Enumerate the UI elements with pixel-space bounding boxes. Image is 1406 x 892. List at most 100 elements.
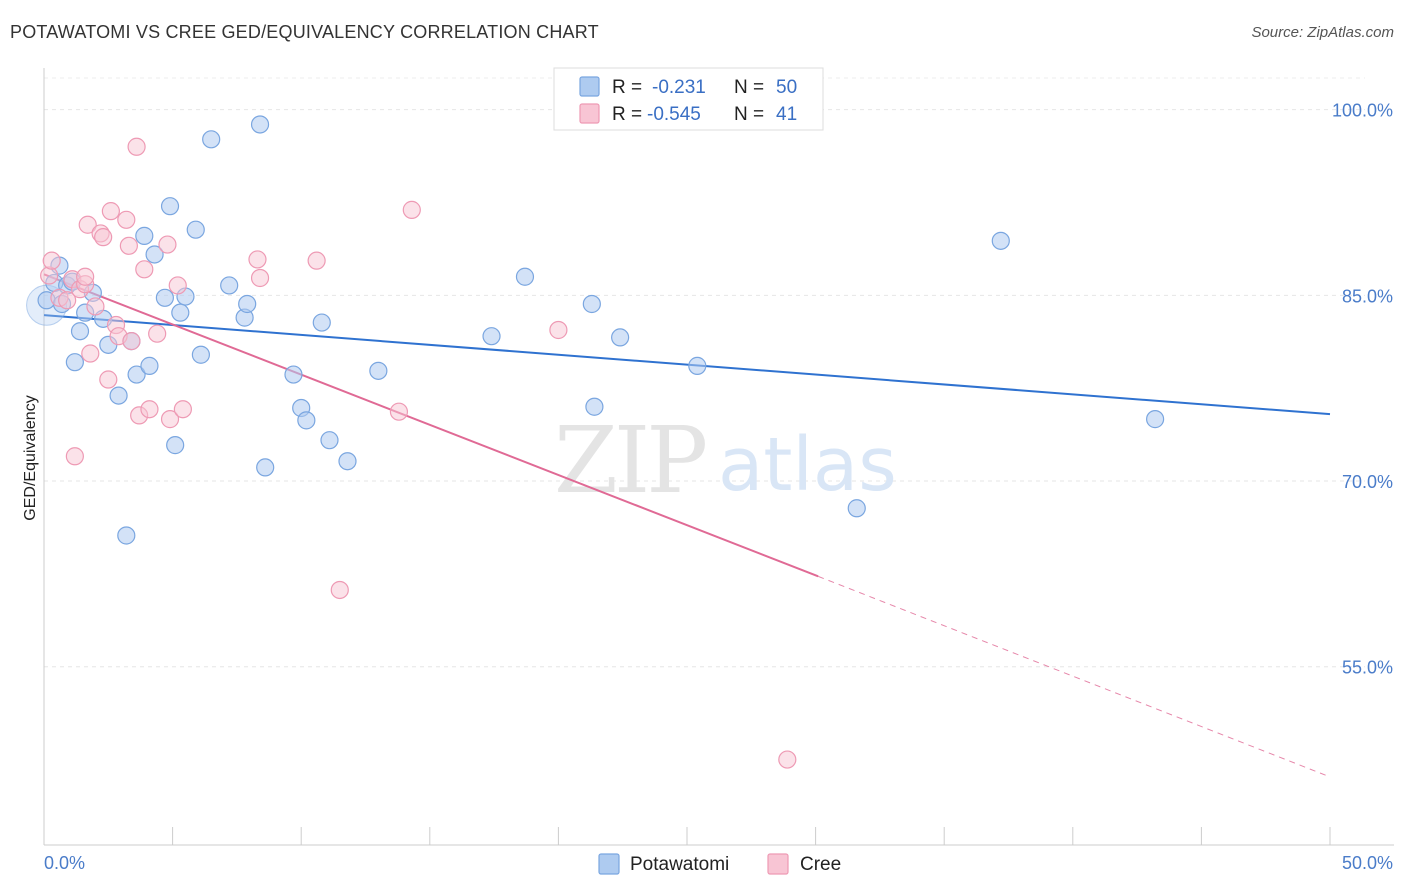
data-point-potawatomi <box>369 361 388 380</box>
x-tick-label-min: 0.0% <box>44 853 85 873</box>
data-point-cree <box>94 228 113 247</box>
data-point-potawatomi <box>312 313 331 332</box>
watermark: ZIP atlas <box>554 407 897 514</box>
grid-lines <box>44 77 1365 668</box>
trend-lines <box>43 273 1331 778</box>
chart-source: Source: ZipAtlas.com <box>1251 24 1394 41</box>
data-point-cree <box>135 260 154 279</box>
trend-line-cree <box>43 273 819 578</box>
data-point-potawatomi <box>191 345 210 364</box>
data-point-cree <box>65 447 84 466</box>
data-point-cree <box>330 580 349 600</box>
data-point-potawatomi <box>256 458 275 477</box>
bottom-legend-swatch-potawatomi <box>598 853 620 875</box>
data-point-potawatomi <box>220 276 239 295</box>
data-point-cree <box>78 215 97 234</box>
data-point-potawatomi <box>202 130 221 149</box>
data-point-potawatomi <box>65 353 84 372</box>
data-point-cree <box>86 297 105 316</box>
data-point-cree <box>76 267 95 286</box>
data-point-potawatomi <box>166 436 185 455</box>
data-point-potawatomi <box>135 226 154 245</box>
data-point-cree <box>81 344 100 363</box>
data-point-potawatomi <box>1146 410 1165 429</box>
data-point-potawatomi <box>585 397 604 416</box>
data-point-potawatomi <box>117 526 136 545</box>
y-tick-label: 55.0% <box>1342 658 1393 678</box>
legend-r-value-cree: -0.545 <box>647 104 701 125</box>
bottom-legend-swatch-cree <box>767 853 789 875</box>
legend-r-value-potawatomi: -0.231 <box>652 77 706 98</box>
legend-r-label-cree: R = <box>612 104 642 125</box>
legend-n-value-cree: 41 <box>776 104 797 125</box>
data-point-cree <box>99 370 118 389</box>
data-point-potawatomi <box>991 231 1010 250</box>
trend-line-cree-extension <box>817 575 1331 778</box>
data-point-potawatomi <box>109 386 128 405</box>
data-point-cree <box>40 266 59 285</box>
y-axis-label: GED/Equivalency <box>22 395 39 520</box>
data-point-potawatomi <box>338 452 357 471</box>
trend-line-potawatomi <box>43 314 1331 416</box>
data-point-cree <box>549 320 568 340</box>
x-tick-label-max: 50.0% <box>1342 853 1393 873</box>
data-point-cree <box>127 137 146 156</box>
data-point-potawatomi <box>160 197 180 216</box>
legend-r-label-potawatomi: R = <box>612 77 642 98</box>
data-point-potawatomi <box>145 245 164 264</box>
data-point-potawatomi <box>250 115 270 134</box>
y-tick-label: 100.0% <box>1332 101 1393 121</box>
data-point-potawatomi <box>297 411 316 430</box>
data-point-potawatomi <box>482 327 501 346</box>
legend-swatch-cree <box>579 103 600 124</box>
data-point-cree <box>122 332 141 351</box>
data-point-potawatomi <box>127 365 146 384</box>
data-point-potawatomi <box>186 220 205 239</box>
data-point-potawatomi <box>515 267 535 286</box>
legend-n-value-potawatomi: 50 <box>776 77 797 98</box>
chart-title: POTAWATOMI VS CREE GED/EQUIVALENCY CORRE… <box>10 22 599 42</box>
data-point-cree <box>148 324 167 343</box>
data-point-cree <box>117 210 136 229</box>
data-point-potawatomi <box>582 294 601 314</box>
data-point-potawatomi <box>847 499 866 518</box>
data-point-potawatomi <box>171 303 190 322</box>
data-point-cree <box>307 251 326 270</box>
data-point-cree <box>168 276 187 295</box>
legend-swatch-potawatomi <box>579 76 600 97</box>
data-point-cree <box>250 268 270 288</box>
data-point-cree <box>140 400 159 419</box>
bottom-legend-label-potawatomi: Potawatomi <box>630 854 729 875</box>
data-point-cree <box>389 402 409 421</box>
tick-labels: 100.0% 85.0% 70.0% 55.0% 0.0% 50.0% <box>44 101 1393 873</box>
y-tick-label: 70.0% <box>1342 472 1393 492</box>
legend-n-label-cree: N = <box>734 104 764 125</box>
data-point-potawatomi <box>688 356 707 375</box>
top-legend: R = -0.231 N = 50 R = -0.545 N = 41 <box>553 67 824 131</box>
data-point-potawatomi <box>284 365 303 384</box>
data-point-cree <box>778 750 797 769</box>
legend-n-label-potawatomi: N = <box>734 77 764 98</box>
data-point-cree <box>158 235 177 254</box>
watermark-zip: ZIP <box>554 407 705 514</box>
data-point-cree <box>58 291 77 310</box>
y-tick-label: 85.0% <box>1342 286 1393 306</box>
data-point-potawatomi <box>70 322 90 341</box>
bottom-legend: Potawatomi Cree <box>598 853 841 875</box>
data-point-cree <box>173 400 192 419</box>
watermark-atlas: atlas <box>718 422 897 508</box>
data-point-potawatomi <box>140 356 159 375</box>
data-point-cree <box>160 410 180 429</box>
data-point-potawatomi <box>611 328 630 347</box>
bottom-legend-label-cree: Cree <box>800 854 841 875</box>
axes <box>43 68 1394 846</box>
data-point-potawatomi <box>238 294 257 314</box>
data-point-cree <box>42 251 61 270</box>
data-point-cree <box>119 236 138 255</box>
data-point-cree <box>101 202 120 221</box>
data-point-cree <box>248 250 267 269</box>
data-point-cree <box>402 200 421 219</box>
data-point-potawatomi <box>320 431 339 450</box>
data-point-potawatomi <box>155 288 174 307</box>
